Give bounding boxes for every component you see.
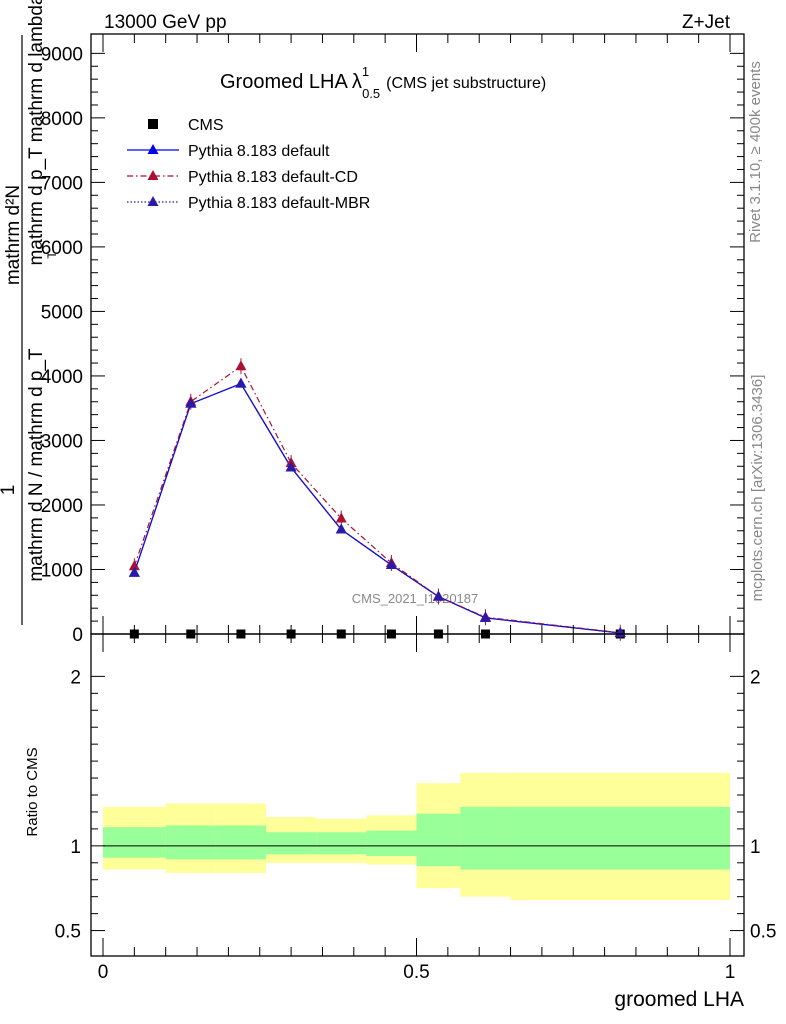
ytick-label-main-3: 3000: [41, 431, 83, 452]
ytick-label-main-1: 1000: [41, 560, 83, 581]
xtick-label-1: 0.5: [403, 962, 429, 983]
ytick-label-ratio-left-1: 1: [70, 837, 81, 858]
ytick-label-ratio-right-1: 1: [750, 837, 761, 858]
ytick-label-main-8: 8000: [41, 109, 83, 130]
legend-marker-2: [147, 170, 159, 180]
watermark-group: CMS_2021_I1920187: [352, 591, 479, 606]
header-left-label: 13000 GeV pp: [104, 12, 227, 33]
analysis-watermark: CMS_2021_I1920187: [352, 591, 479, 606]
ytick-label-main-4: 4000: [41, 367, 83, 388]
ratio-band-inner-8: [510, 806, 730, 870]
legend-label-0: CMS: [188, 117, 224, 134]
ylabel-sub-t: T: [45, 251, 59, 259]
ratio-band-inner-5: [366, 830, 417, 857]
ratio-band-inner-6: [416, 813, 461, 867]
ylabel-top-denominator: mathrm d p_T mathrm d lambda: [26, 0, 47, 266]
ylabel-one: 1: [0, 485, 19, 496]
title-sup: 1: [362, 64, 369, 79]
series-3-point-5: [385, 558, 397, 569]
ratio-bands: [103, 772, 730, 901]
ratio-band-inner-3: [266, 832, 317, 855]
series-2-point-2: [235, 360, 247, 371]
plot-title: Groomed LHA λ1 0.5 (CMS jet substructure): [220, 64, 546, 101]
ratio-band-inner-0: [103, 827, 166, 858]
ytick-label-ratio-left-0: 0.5: [55, 922, 81, 943]
legend-marker-3: [147, 196, 159, 206]
legend-label-3: Pythia 8.183 default-MBR: [188, 195, 370, 212]
ratio-band-inner-7: [460, 806, 511, 870]
series-3-point-1: [185, 397, 197, 408]
series-3-point-4: [335, 523, 347, 534]
legend-marker-1: [147, 144, 159, 154]
main-ylabel: 1 mathrm d N / mathrm d p_T mathrm d²N m…: [0, 0, 59, 625]
xlabel: groomed LHA: [614, 988, 744, 1011]
series-3-point-3: [285, 461, 297, 472]
xtick-label-2: 1: [725, 962, 736, 983]
mcplots-label: mcplots.cern.ch [arXiv:1306.3436]: [749, 375, 766, 602]
ytick-label-main-6: 6000: [41, 238, 83, 259]
ratio-ylabel: Ratio to CMS: [24, 747, 41, 836]
ratio-band-inner-2: [215, 825, 267, 860]
ytick-label-ratio-left-2: 2: [70, 667, 81, 688]
series-2-point-4: [335, 512, 347, 523]
ratio-band-inner-4: [316, 832, 367, 855]
legend-label-1: Pythia 8.183 default: [188, 143, 330, 160]
xtick-label-0: 0: [98, 962, 109, 983]
ytick-label-main-0: 0: [72, 625, 83, 646]
ytick-label-main-7: 7000: [41, 173, 83, 194]
series-3-point-6: [432, 590, 444, 601]
header-right-label: Z+Jet: [682, 12, 731, 33]
rivet-label: Rivet 3.1.10, ≥ 400k events: [747, 61, 764, 243]
series-3-point-7: [479, 611, 491, 622]
ytick-label-main-2: 2000: [41, 496, 83, 517]
title-sub: 0.5: [362, 86, 380, 101]
series-3-point-2: [235, 377, 247, 388]
legend: CMS Pythia 8.183 default Pythia 8.183 defa…: [127, 117, 370, 212]
ytick-label-ratio-right-2: 2: [750, 667, 761, 688]
ytick-label-main-9: 9000: [41, 44, 83, 65]
title-note: (CMS jet substructure): [386, 75, 546, 92]
ytick-label-ratio-right-0: 0.5: [750, 922, 776, 943]
legend-marker-0: [148, 119, 158, 129]
legend-label-2: Pythia 8.183 default-CD: [188, 169, 358, 186]
series-2-point-0: [128, 560, 140, 571]
axis-ticks: 0 1000 2000 3000 4000 5000 6000 7000 8000 9000 0 0.…: [41, 34, 776, 983]
title-lambda: λ: [352, 71, 362, 93]
series-3-point-0: [128, 566, 140, 577]
ytick-label-main-5: 5000: [41, 302, 83, 323]
ratio-band-inner-1: [165, 825, 216, 860]
ylabel-bottom: mathrm d N / mathrm d p_T: [26, 348, 47, 582]
ylabel-top: mathrm d²N: [3, 185, 24, 285]
title-main: Groomed LHA: [220, 71, 348, 93]
